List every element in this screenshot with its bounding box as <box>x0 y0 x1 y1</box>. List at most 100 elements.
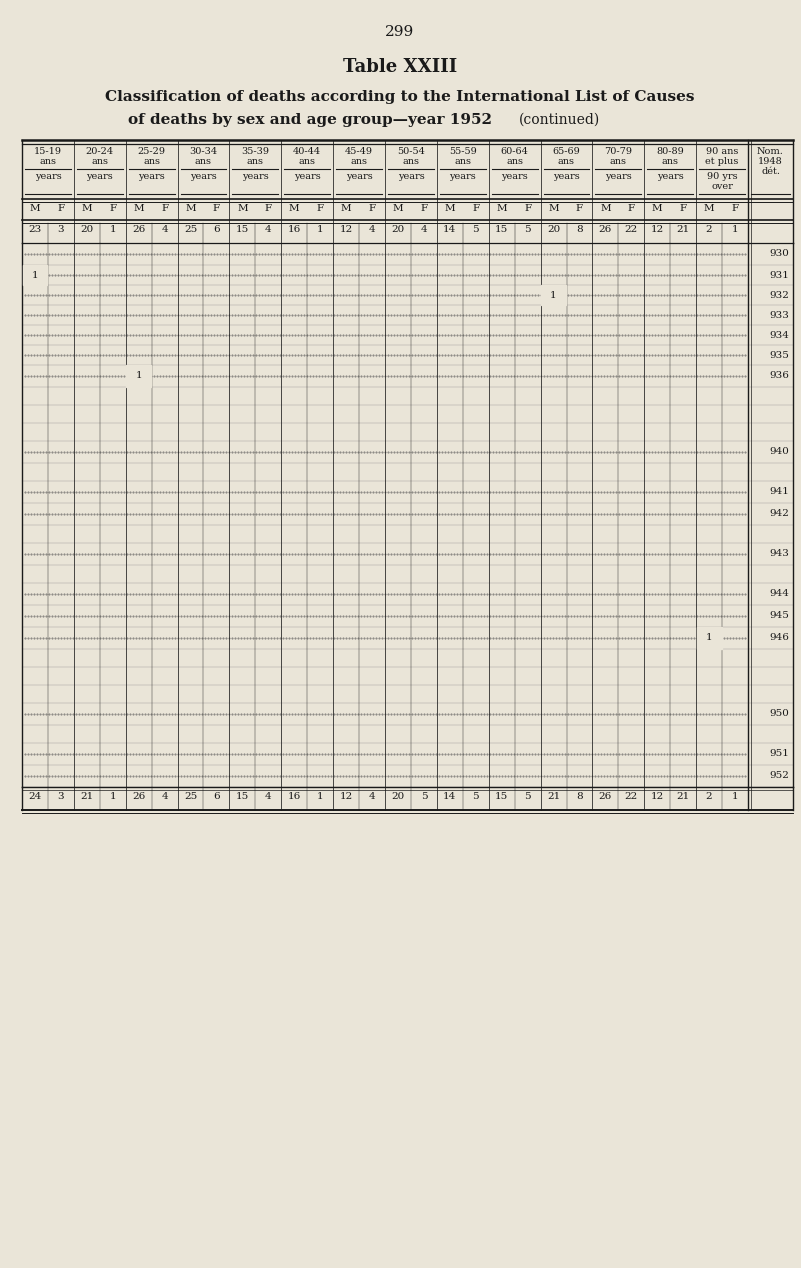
Text: 1: 1 <box>110 224 116 235</box>
Text: F: F <box>316 204 324 213</box>
Text: 5: 5 <box>473 224 479 235</box>
Text: M: M <box>392 204 403 213</box>
Text: 26: 26 <box>132 224 145 235</box>
Text: 3: 3 <box>58 792 64 801</box>
Text: 55-59: 55-59 <box>449 147 477 156</box>
Text: 1: 1 <box>135 372 142 380</box>
Text: years: years <box>242 172 268 181</box>
Text: F: F <box>265 204 272 213</box>
Text: 1948: 1948 <box>758 157 783 166</box>
Text: M: M <box>82 204 92 213</box>
Text: 25: 25 <box>184 224 197 235</box>
Text: 12: 12 <box>650 792 664 801</box>
Text: ans: ans <box>351 157 368 166</box>
Text: 15: 15 <box>495 224 509 235</box>
Text: 1: 1 <box>550 290 557 299</box>
Text: (continued): (continued) <box>519 113 601 127</box>
Text: 14: 14 <box>443 792 457 801</box>
Text: M: M <box>445 204 455 213</box>
Text: 90 ans: 90 ans <box>706 147 739 156</box>
Text: 1: 1 <box>317 224 324 235</box>
Text: 3: 3 <box>58 224 64 235</box>
Text: 90 yrs: 90 yrs <box>706 172 738 181</box>
Text: 45-49: 45-49 <box>345 147 373 156</box>
Text: 24: 24 <box>28 792 42 801</box>
Bar <box>22 265 47 285</box>
Text: 1: 1 <box>732 792 739 801</box>
Text: years: years <box>139 172 165 181</box>
Text: 1: 1 <box>732 224 739 235</box>
Text: 946: 946 <box>769 634 789 643</box>
Text: 1: 1 <box>32 270 38 279</box>
Text: F: F <box>576 204 583 213</box>
Text: M: M <box>704 204 714 213</box>
Text: 931: 931 <box>769 270 789 279</box>
Text: M: M <box>548 204 559 213</box>
Text: 22: 22 <box>625 224 638 235</box>
Text: ans: ans <box>143 157 160 166</box>
Text: M: M <box>30 204 40 213</box>
Text: ans: ans <box>91 157 108 166</box>
Text: years: years <box>553 172 580 181</box>
Text: ans: ans <box>247 157 264 166</box>
Text: 5: 5 <box>525 224 531 235</box>
Bar <box>127 365 151 387</box>
Text: M: M <box>185 204 196 213</box>
Text: 1: 1 <box>110 792 116 801</box>
Text: 80-89: 80-89 <box>656 147 684 156</box>
Text: 16: 16 <box>288 224 301 235</box>
Text: 4: 4 <box>368 224 376 235</box>
Text: 8: 8 <box>576 792 583 801</box>
Text: et plus: et plus <box>706 157 739 166</box>
Text: ans: ans <box>402 157 420 166</box>
Text: M: M <box>237 204 248 213</box>
Text: years: years <box>346 172 372 181</box>
Text: ans: ans <box>558 157 575 166</box>
Text: 933: 933 <box>769 311 789 320</box>
Text: 70-79: 70-79 <box>605 147 632 156</box>
Text: 1: 1 <box>317 792 324 801</box>
Text: 945: 945 <box>769 611 789 620</box>
Text: 26: 26 <box>599 224 612 235</box>
Text: 20-24: 20-24 <box>86 147 114 156</box>
Text: 4: 4 <box>421 224 427 235</box>
Text: 936: 936 <box>769 372 789 380</box>
Text: over: over <box>711 183 733 191</box>
Text: 943: 943 <box>769 549 789 558</box>
Text: years: years <box>501 172 528 181</box>
Text: dét.: dét. <box>761 167 780 176</box>
Text: 930: 930 <box>769 250 789 259</box>
Text: ans: ans <box>39 157 56 166</box>
Text: 12: 12 <box>340 224 352 235</box>
Text: M: M <box>652 204 662 213</box>
Text: 942: 942 <box>769 510 789 519</box>
Text: 940: 940 <box>769 448 789 456</box>
Text: 35-39: 35-39 <box>241 147 269 156</box>
Text: 6: 6 <box>213 792 219 801</box>
Text: 30-34: 30-34 <box>190 147 218 156</box>
Bar <box>541 285 566 306</box>
Text: 20: 20 <box>80 224 94 235</box>
Text: F: F <box>58 204 64 213</box>
Text: 15: 15 <box>495 792 509 801</box>
Text: F: F <box>161 204 168 213</box>
Text: 12: 12 <box>340 792 352 801</box>
Text: years: years <box>34 172 62 181</box>
Text: years: years <box>605 172 632 181</box>
Text: 4: 4 <box>161 224 168 235</box>
Text: 2: 2 <box>706 224 712 235</box>
Text: years: years <box>294 172 320 181</box>
Text: 5: 5 <box>421 792 427 801</box>
Text: ans: ans <box>662 157 678 166</box>
Text: 50-54: 50-54 <box>397 147 425 156</box>
Text: ans: ans <box>454 157 471 166</box>
Text: F: F <box>368 204 376 213</box>
Text: M: M <box>497 204 507 213</box>
Text: 26: 26 <box>132 792 145 801</box>
Text: F: F <box>628 204 635 213</box>
Text: 952: 952 <box>769 771 789 781</box>
Text: 4: 4 <box>265 792 272 801</box>
Text: 21: 21 <box>677 792 690 801</box>
Text: Table XXIII: Table XXIII <box>343 58 457 76</box>
Text: M: M <box>600 204 610 213</box>
